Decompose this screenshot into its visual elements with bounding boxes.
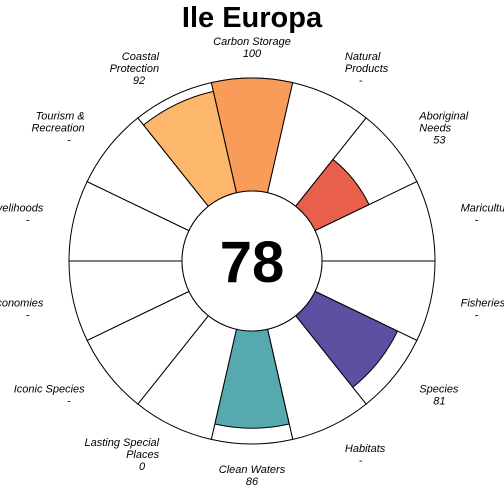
petal-label-habitats: Habitats -	[345, 443, 386, 467]
petal-score-natural-products: -	[359, 75, 363, 87]
petal-score-clean-waters: 86	[246, 476, 259, 488]
petal-score-carbon-storage: 100	[243, 48, 262, 60]
center-score: 78	[220, 230, 285, 295]
petal-score-fisheries: -	[475, 310, 479, 322]
petal-score-tourism-recreation: -	[67, 135, 71, 147]
petal-score-iconic-species: -	[67, 395, 71, 407]
petal-score-mariculture: -	[475, 214, 479, 226]
center-circle	[181, 190, 323, 332]
petal-score-habitats: -	[359, 455, 363, 467]
petal-label-livelihoods: Livelihoods-	[0, 202, 44, 226]
petal-label-coastal-protection: Coastal Protection 92	[110, 51, 160, 87]
petal-label-lasting-special-places: Lasting Special Places 0	[84, 437, 159, 473]
petal-score-livelihoods: -	[26, 214, 30, 226]
petal-label-natural-products: Natural Products -	[345, 51, 389, 87]
petal-score-species: 81	[433, 395, 445, 407]
petal-label-mariculture: Mariculture-	[461, 202, 504, 226]
petal-score-aboriginal-needs: 53	[433, 135, 446, 147]
petal-labels: Carbon Storage 100 Natural Products - Aborigi…	[0, 36, 504, 488]
petal-label-aboriginal-needs: Aboriginal Needs 53	[418, 111, 468, 147]
petal-score-lasting-special-places: 0	[139, 461, 146, 473]
petal-label-carbon-storage: Carbon Storage 100	[213, 36, 291, 60]
petal-label-tourism-recreation: Tourism & Recreation -	[31, 111, 84, 147]
petal-label-iconic-species: Iconic Species -	[14, 383, 85, 407]
petal-score-economies: -	[26, 310, 30, 322]
petal-label-economies: Economies-	[0, 298, 44, 322]
petal-label-species: Species 81	[419, 383, 459, 407]
petal-score-coastal-protection: 92	[133, 75, 145, 87]
petal-label-fisheries: Fisheries -	[461, 298, 504, 322]
chart-title: Ile Europa	[182, 2, 323, 34]
petal-label-clean-waters: Clean Waters 86	[219, 464, 286, 488]
